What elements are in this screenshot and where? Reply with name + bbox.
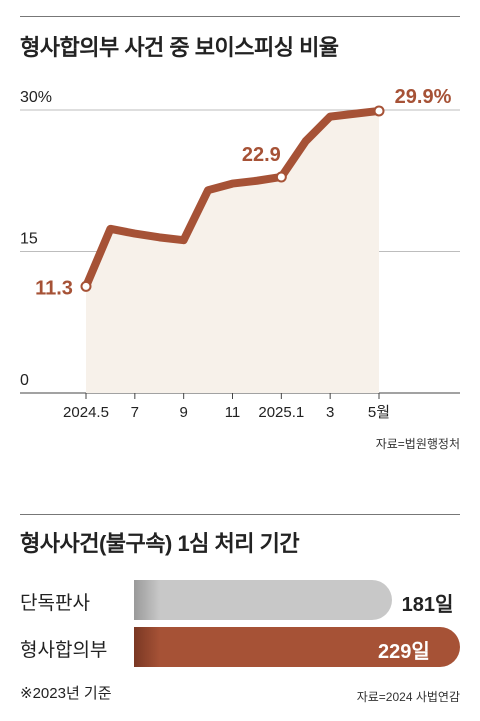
chart2-note: ※2023년 기준 xyxy=(20,685,112,702)
y-tick-label: 15 xyxy=(20,231,38,248)
bar-value-label: 181일 xyxy=(401,594,454,616)
x-tick-label: 5월 xyxy=(368,404,390,420)
label-layer: 11.3 22.9 29.9% xyxy=(35,86,451,299)
y-tick-label: 30% xyxy=(20,89,52,106)
x-tick-label: 11 xyxy=(225,404,241,420)
bar xyxy=(134,580,392,620)
y-tick-label: 0 xyxy=(20,372,29,389)
bar-value-label: 229일 xyxy=(378,641,430,663)
x-tick-label: 7 xyxy=(131,404,139,420)
x-tick-label: 2025.1 xyxy=(258,404,304,420)
data-label: 22.9 xyxy=(242,144,281,166)
data-label: 29.9% xyxy=(395,86,452,108)
bar-category-label: 형사합의부 xyxy=(20,640,108,661)
x-tick-label: 3 xyxy=(326,404,334,420)
chart2-source: 자료=2024 사법연감 xyxy=(356,690,460,704)
chart2-title: 형사사건(불구속) 1심 처리 기간 xyxy=(20,531,300,556)
bar xyxy=(134,627,460,667)
area-fill xyxy=(86,110,379,394)
chart1-title: 형사합의부 사건 중 보이스피싱 비율 xyxy=(20,35,339,60)
data-label: 11.3 xyxy=(35,277,73,299)
data-point-marker xyxy=(80,280,92,292)
data-point-marker xyxy=(275,171,287,183)
line-chart: 0 15 30% 2024.5 7 9 11 2025.1 3 5월 11.3 22.9 29.9% xyxy=(20,86,460,420)
x-tick-label: 9 xyxy=(179,404,187,420)
data-point-marker xyxy=(373,105,385,117)
title-rule-top xyxy=(20,16,460,17)
title-rule-bottom xyxy=(20,514,460,515)
x-tick-label: 2024.5 xyxy=(63,404,109,420)
series-line xyxy=(82,106,383,291)
chart1-source: 자료=법원행정처 xyxy=(375,437,460,451)
axis-layer: 0 15 30% 2024.5 7 9 11 2025.1 3 5월 xyxy=(20,89,390,420)
marker-layer xyxy=(80,105,385,292)
bar-category-label: 단독판사 xyxy=(20,593,90,614)
